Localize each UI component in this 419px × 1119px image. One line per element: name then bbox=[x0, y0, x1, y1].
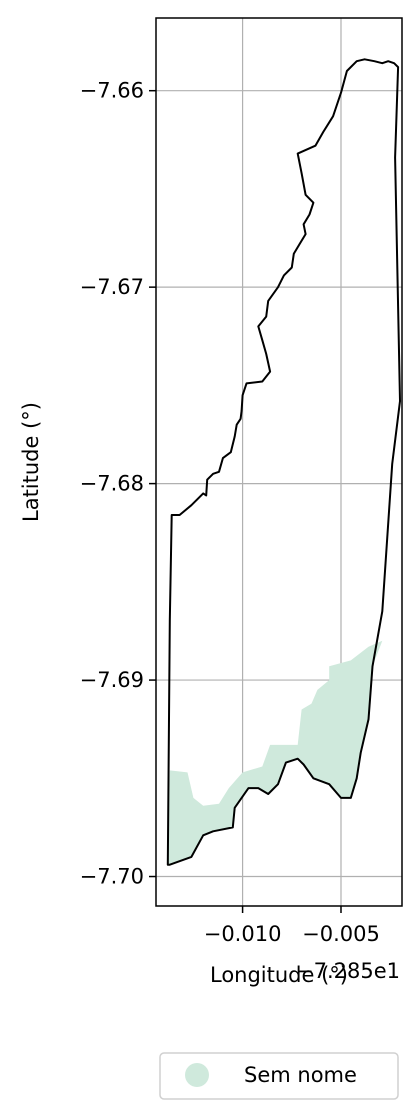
y-tick-label: −7.66 bbox=[80, 79, 144, 103]
x-axis-label: Longitude (°) bbox=[210, 963, 348, 987]
legend-label: Sem nome bbox=[244, 1063, 357, 1087]
legend-marker bbox=[185, 1063, 209, 1087]
plot-frame bbox=[155, 17, 403, 907]
y-tick-label: −7.68 bbox=[80, 472, 144, 496]
x-axis-offset-label: −7.285e1 bbox=[296, 959, 400, 983]
y-axis: −7.66 −7.67 −7.68 −7.69 −7.70 bbox=[80, 79, 156, 889]
legend: Sem nome bbox=[159, 1052, 399, 1100]
legend-frame bbox=[159, 1052, 399, 1100]
y-tick-label: −7.67 bbox=[80, 275, 144, 299]
sem-nome-region bbox=[167, 640, 383, 865]
y-axis-label: Latitude (°) bbox=[19, 402, 43, 522]
y-tick-label: −7.69 bbox=[80, 668, 144, 692]
plot-area bbox=[155, 17, 403, 907]
grid-lines bbox=[156, 18, 402, 906]
boundary-outline bbox=[166, 58, 401, 866]
x-axis: −0.010 −0.005 bbox=[204, 906, 380, 946]
y-tick-label: −7.70 bbox=[80, 865, 144, 889]
x-tick-label: −0.010 bbox=[204, 922, 282, 946]
x-tick-label: −0.005 bbox=[302, 922, 380, 946]
